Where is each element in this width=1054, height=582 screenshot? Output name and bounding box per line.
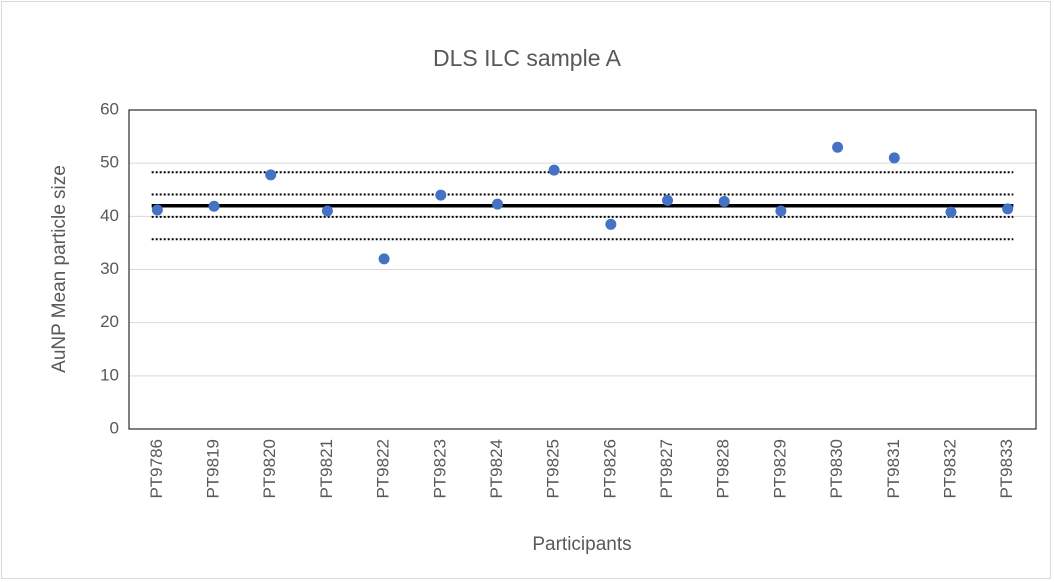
x-tick-label: PT9833 (997, 439, 1016, 499)
x-tick-label: PT9831 (884, 439, 903, 499)
x-tick-label: PT9830 (827, 439, 846, 499)
y-tick-label: 10 (100, 365, 119, 384)
data-point (265, 169, 277, 181)
chart-title: DLS ILC sample A (433, 45, 622, 71)
x-tick-label: PT9832 (940, 439, 959, 499)
x-tick-label: PT9821 (317, 439, 336, 499)
y-tick-label: 50 (100, 153, 119, 172)
x-tick-label: PT9823 (430, 439, 449, 499)
x-tick-label: PT9829 (770, 439, 789, 499)
y-tick-label: 0 (110, 418, 119, 437)
x-tick-label: PT9820 (260, 439, 279, 499)
data-point (605, 218, 617, 230)
x-tick-label: PT9828 (714, 439, 733, 499)
data-point (945, 206, 957, 218)
data-point (208, 200, 220, 212)
data-point (491, 198, 503, 210)
x-tick-label: PT9786 (147, 439, 166, 499)
data-point (435, 189, 447, 201)
y-tick-label: 60 (100, 99, 119, 118)
x-tick-label: PT9826 (600, 439, 619, 499)
x-tick-label: PT9822 (374, 439, 393, 499)
data-point (775, 205, 787, 217)
data-point (321, 205, 333, 217)
data-point (378, 253, 390, 265)
data-point (151, 204, 163, 216)
x-axis-label: Participants (532, 534, 631, 555)
y-tick-label: 30 (100, 259, 119, 278)
data-point (718, 195, 730, 207)
data-point (662, 194, 674, 206)
data-point (832, 141, 844, 153)
data-point (1002, 203, 1014, 215)
x-tick-label: PT9827 (657, 439, 676, 499)
y-tick-label: 20 (100, 312, 119, 331)
x-tick-label: PT9819 (204, 439, 223, 499)
data-point (888, 152, 900, 164)
x-tick-label: PT9824 (487, 439, 506, 499)
y-axis-label: AuNP Mean particle size (49, 165, 70, 373)
x-tick-label: PT9825 (544, 439, 563, 499)
y-tick-label: 40 (100, 206, 119, 225)
data-point (548, 164, 560, 176)
plot-border (128, 109, 1037, 430)
